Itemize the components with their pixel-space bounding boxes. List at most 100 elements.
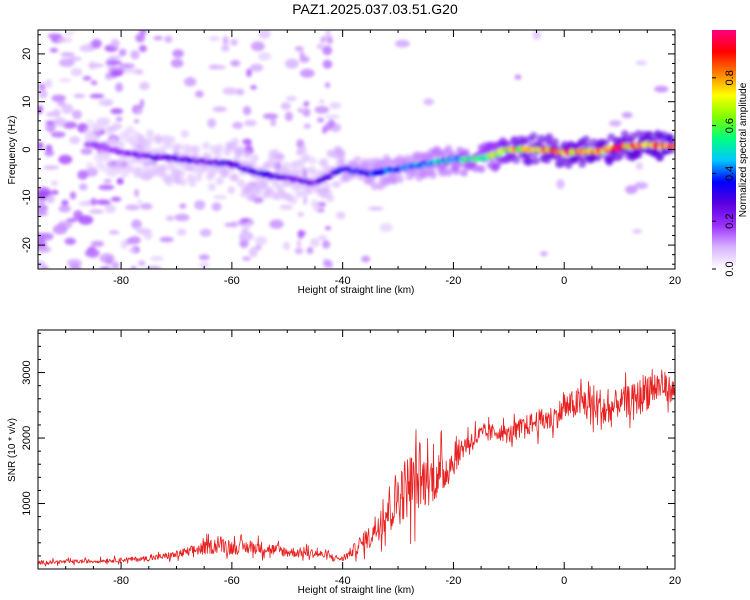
heatmap-cell xyxy=(208,64,219,70)
heatmap-cell xyxy=(58,154,73,165)
heatmap-cell xyxy=(212,106,227,113)
heatmap-cell xyxy=(69,191,77,200)
heatmap-cell xyxy=(260,178,269,187)
y-tick-label: -10 xyxy=(21,189,33,205)
heatmap-cell xyxy=(115,116,123,122)
heatmap-cell xyxy=(634,130,643,139)
heatmap-cell xyxy=(174,143,183,152)
heatmap-cell xyxy=(180,129,189,138)
heatmap-cell xyxy=(221,44,230,52)
heatmap-cell xyxy=(227,186,236,195)
heatmap-cell xyxy=(176,228,187,236)
heatmap-y-axis-label: Frequency (Hz) xyxy=(7,116,18,185)
heatmap-cell xyxy=(312,203,321,212)
heatmap-cell xyxy=(139,98,145,108)
heatmap-cell xyxy=(294,247,304,255)
colorbar-tick-label: 0.6 xyxy=(724,118,736,133)
heatmap-cell xyxy=(104,204,117,214)
x-tick-label: 20 xyxy=(669,275,681,287)
heatmap-cell xyxy=(194,173,203,182)
colorbar-tick-label: 0.0 xyxy=(724,261,736,276)
heatmap-cell xyxy=(38,204,49,213)
heatmap-cell xyxy=(248,247,258,258)
heatmap-cell xyxy=(38,141,44,150)
heatmap-cell xyxy=(329,102,342,110)
heatmap-cell xyxy=(111,261,120,269)
heatmap-cell xyxy=(279,204,294,211)
heatmap-cell xyxy=(222,35,229,46)
heatmap-cell xyxy=(145,129,154,138)
heatmap-cell xyxy=(438,168,447,177)
heatmap-cell xyxy=(303,101,310,107)
heatmap-cell xyxy=(271,148,280,157)
colorbar-tick-label: 0.4 xyxy=(724,166,736,181)
heatmap-cell xyxy=(221,169,230,178)
heatmap-cell xyxy=(145,135,154,144)
heatmap-cell xyxy=(299,165,308,174)
heatmap-cell xyxy=(99,266,111,269)
heatmap-cell xyxy=(38,83,46,92)
heatmap-cell xyxy=(198,254,210,261)
heatmap-cell xyxy=(299,51,305,59)
heatmap-cell xyxy=(91,38,102,49)
heatmap-cell xyxy=(45,194,55,204)
colorbar-tick-label: 0.2 xyxy=(724,214,736,229)
heatmap-cell xyxy=(250,63,264,72)
heatmap-cell xyxy=(303,123,311,129)
snr-plot-area xyxy=(38,330,675,569)
heatmap-cell xyxy=(477,165,486,174)
heatmap-cell xyxy=(135,33,146,43)
heatmap-cell xyxy=(80,148,93,155)
heatmap-cell xyxy=(71,109,82,120)
heatmap-cell xyxy=(215,177,224,186)
heatmap-cell xyxy=(306,246,314,255)
heatmap-cell xyxy=(394,39,410,48)
heatmap-cell xyxy=(199,228,212,237)
heatmap-cell xyxy=(471,164,480,173)
x-tick-label: -40 xyxy=(335,575,351,587)
heatmap-cell xyxy=(133,118,140,124)
heatmap-cell xyxy=(49,47,59,53)
heatmap-cell xyxy=(132,130,141,139)
heatmap-cell xyxy=(322,59,333,69)
heatmap-cell xyxy=(258,30,271,39)
heatmap-cell xyxy=(58,58,75,68)
heatmap-cell xyxy=(242,138,252,145)
heatmap-cell xyxy=(134,166,143,175)
heatmap-cell xyxy=(118,48,127,57)
heatmap-cell xyxy=(50,189,59,196)
heatmap-cell xyxy=(159,236,174,243)
heatmap-cell xyxy=(444,145,453,154)
heatmap-cell xyxy=(582,135,591,144)
colorbar-label: Normalized spectral amplitude xyxy=(738,82,749,217)
heatmap-cell xyxy=(69,136,81,145)
heatmap-cell xyxy=(85,167,98,177)
snr-y-ticks: 1000 2000 3000 xyxy=(21,332,675,557)
heatmap-cell xyxy=(64,237,76,245)
colorbar-gradient xyxy=(712,30,736,269)
heatmap-cell xyxy=(103,179,112,184)
heatmap-cell xyxy=(50,131,66,138)
heatmap-cell xyxy=(238,231,254,242)
heatmap-cell xyxy=(84,248,100,258)
heatmap-cell xyxy=(654,85,669,93)
heatmap-cell xyxy=(66,218,78,223)
heatmap-cell xyxy=(316,117,325,123)
y-tick-label: 1000 xyxy=(21,491,33,515)
heatmap-cell xyxy=(126,125,135,134)
heatmap-cell xyxy=(99,253,115,264)
heatmap-cell xyxy=(116,140,125,149)
heatmap-cell xyxy=(50,180,59,187)
heatmap-panel: -80 -60 -40 -20 0 20 -20 -10 0 10 20 Height of st… xyxy=(7,29,681,296)
heatmap-cell xyxy=(254,236,267,246)
heatmap-cell xyxy=(299,68,315,78)
heatmap-cell xyxy=(140,203,153,210)
heatmap-cell xyxy=(112,121,121,130)
heatmap-cell xyxy=(172,49,184,58)
heatmap-cell xyxy=(231,173,240,182)
heatmap-cell xyxy=(353,156,362,165)
heatmap-cell xyxy=(421,170,430,179)
heatmap-cell xyxy=(142,158,151,167)
heatmap-cell xyxy=(296,139,305,149)
